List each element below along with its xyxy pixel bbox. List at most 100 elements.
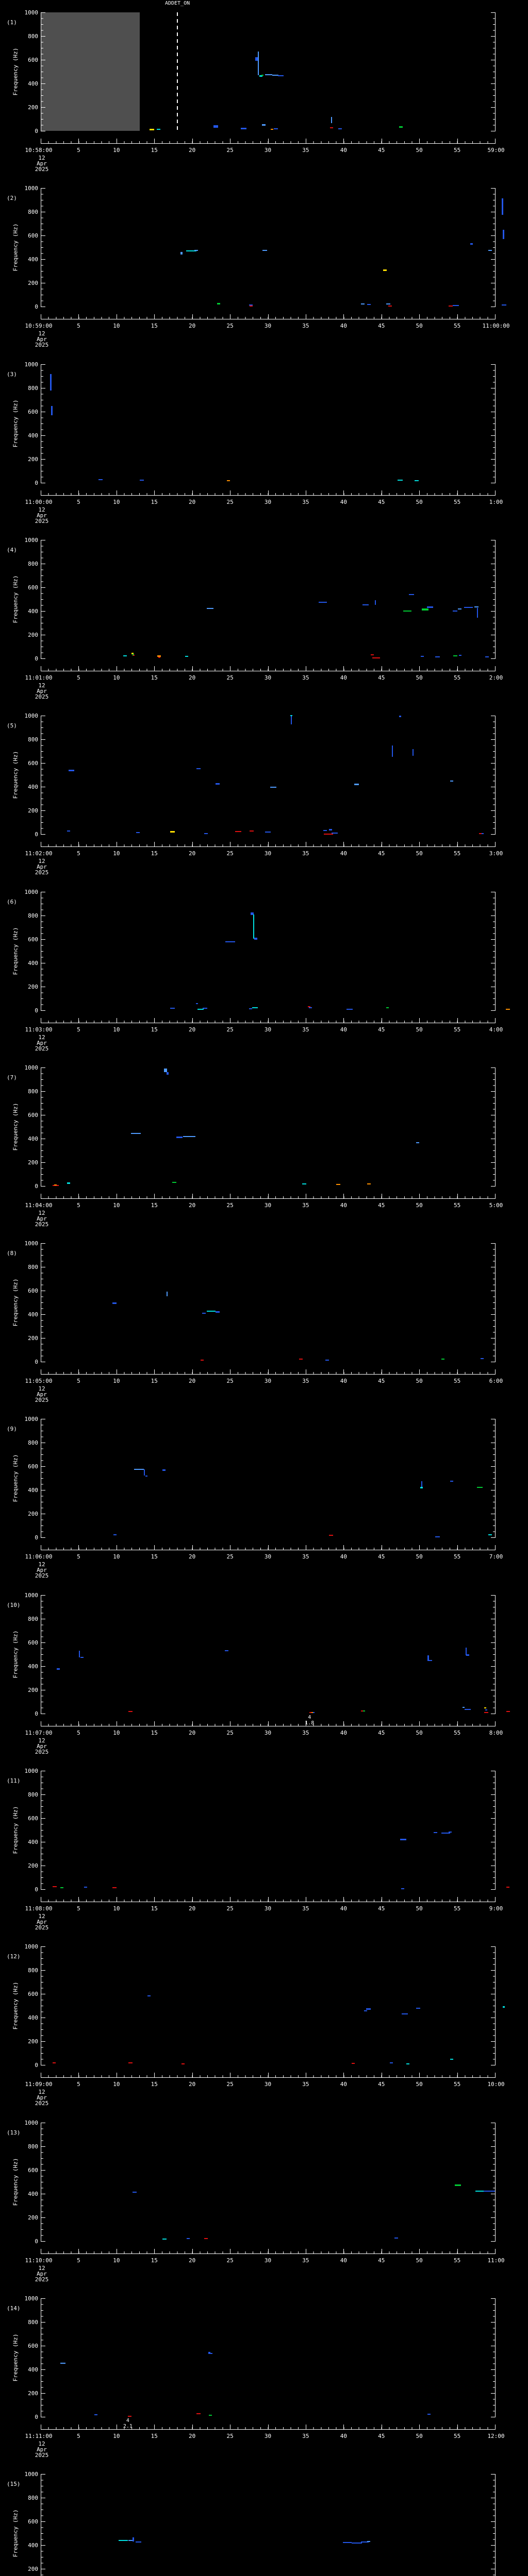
detection-mark [452, 304, 459, 307]
detection-mark [346, 1008, 353, 1010]
y-axis-minor-ticks-right [493, 2474, 495, 2576]
detection-mark [299, 1359, 303, 1360]
x-tick [192, 666, 193, 671]
detection-mark [67, 830, 71, 832]
x-tick-label: 10 [113, 674, 120, 681]
y-tick [491, 1010, 495, 1011]
x-tick-label: 15 [151, 1378, 158, 1385]
x-tick-label: 25 [226, 850, 234, 857]
x-tick-label: 40 [340, 1729, 347, 1736]
detection-mark [323, 829, 327, 831]
x-tick [495, 1897, 496, 1902]
panel-number: (15) [7, 2481, 21, 2488]
detection-mark [506, 1886, 509, 1888]
x-tick [268, 1369, 269, 1375]
x-tick [419, 1897, 420, 1902]
x-tick-label: 55 [453, 1905, 461, 1912]
y-tick-label: 800 [28, 1439, 38, 1447]
x-tick [78, 1897, 79, 1902]
y-tick-label: 400 [28, 80, 38, 87]
y-tick [491, 2217, 495, 2218]
x-axis-date-line: 2025 [35, 1748, 49, 1755]
x-end-time-label: 5:00 [489, 1201, 503, 1209]
detection-mark [51, 405, 53, 415]
detection-mark [312, 1711, 315, 1713]
x-tick-label: 15 [151, 1729, 158, 1736]
detection-mark [128, 1711, 133, 1713]
spectrogram-panel-15: (15)Frequency (Hz)0200400600800100011:12… [0, 2462, 528, 2576]
y-tick-label: 0 [35, 831, 38, 838]
detection-mark [134, 1468, 144, 1470]
detection-mark [194, 250, 199, 251]
y-axis-right [495, 539, 496, 659]
y-tick [491, 2041, 495, 2042]
y-tick [491, 2521, 495, 2522]
panel-number: (7) [7, 1074, 17, 1081]
detection-mark [133, 655, 135, 656]
x-axis-date-line: Apr [37, 512, 47, 519]
y-tick-label: 800 [28, 2143, 38, 2150]
detection-mark [391, 745, 393, 757]
detection-mark [309, 1711, 313, 1713]
x-tick-label: 10 [113, 850, 120, 857]
y-tick-label: 600 [28, 1287, 38, 1295]
x-tick-label: 50 [416, 1729, 423, 1736]
detection-mark [383, 269, 387, 271]
x-start-time-label: 11:02:00 [25, 850, 53, 857]
x-end-time-label: 2:00 [489, 674, 503, 681]
x-tick-label: 20 [189, 674, 196, 681]
x-tick-label: 10 [113, 323, 120, 330]
x-tick-label: 35 [302, 1729, 309, 1736]
detection-mark [402, 2013, 408, 2015]
x-tick-label: 55 [453, 2257, 461, 2264]
y-tick [491, 12, 495, 13]
plot-annotation-line: 4 [126, 2417, 129, 2424]
detection-mark [435, 1536, 440, 1537]
y-axis-right [495, 1771, 496, 1890]
x-tick-label: 40 [340, 674, 347, 681]
x-tick-label: 30 [264, 2257, 272, 2264]
x-tick-label: 40 [340, 1905, 347, 1912]
detection-mark [311, 1711, 314, 1713]
x-tick-label: 50 [416, 2081, 423, 2088]
x-tick-label: 55 [453, 498, 461, 505]
x-tick [419, 1018, 420, 1023]
y-tick [491, 2241, 495, 2242]
x-tick-label: 55 [453, 674, 461, 681]
detection-mark [69, 769, 74, 772]
x-tick-label: 45 [378, 674, 385, 681]
y-tick-label: 400 [28, 2366, 38, 2373]
x-tick-label: 15 [151, 674, 158, 681]
panel-number: (10) [7, 1601, 21, 1608]
y-tick [491, 2369, 495, 2370]
x-tick [343, 490, 344, 495]
y-tick-label: 400 [28, 784, 38, 791]
detection-mark [481, 1358, 484, 1360]
panel-number: (14) [7, 2304, 21, 2312]
y-axis-minor-ticks-left [41, 2298, 43, 2417]
x-tick-label: 20 [189, 323, 196, 330]
detection-mark [435, 656, 440, 658]
y-axis-title: Frequency (Hz) [12, 751, 19, 799]
x-tick-label: 45 [378, 2257, 385, 2264]
x-tick-label: 40 [340, 147, 347, 154]
detection-mark [484, 1707, 487, 1708]
x-tick [154, 2424, 155, 2429]
spectrogram-panel-12: (12) Frequency (Hz) 0 200 400 600 800 1000 11:09… [0, 1934, 528, 2110]
detection-mark [366, 2008, 371, 2010]
y-tick-label: 0 [35, 2238, 38, 2245]
y-tick-label: 200 [28, 455, 38, 463]
x-tick [343, 1721, 344, 1726]
x-tick-label: 10 [113, 1378, 120, 1385]
detection-mark [362, 604, 369, 606]
x-tick-label: 20 [189, 850, 196, 857]
y-tick-label: 800 [28, 1088, 38, 1095]
x-axis-date-line: 12 [38, 858, 45, 865]
detection-mark [466, 1654, 470, 1656]
y-axis-minor-ticks-right [493, 891, 495, 1011]
detection-mark [262, 249, 268, 251]
x-tick-label: 5 [77, 498, 80, 505]
x-tick [192, 1193, 193, 1198]
x-axis-date-line: 2025 [35, 1397, 49, 1404]
x-tick-label: 35 [302, 1201, 309, 1209]
